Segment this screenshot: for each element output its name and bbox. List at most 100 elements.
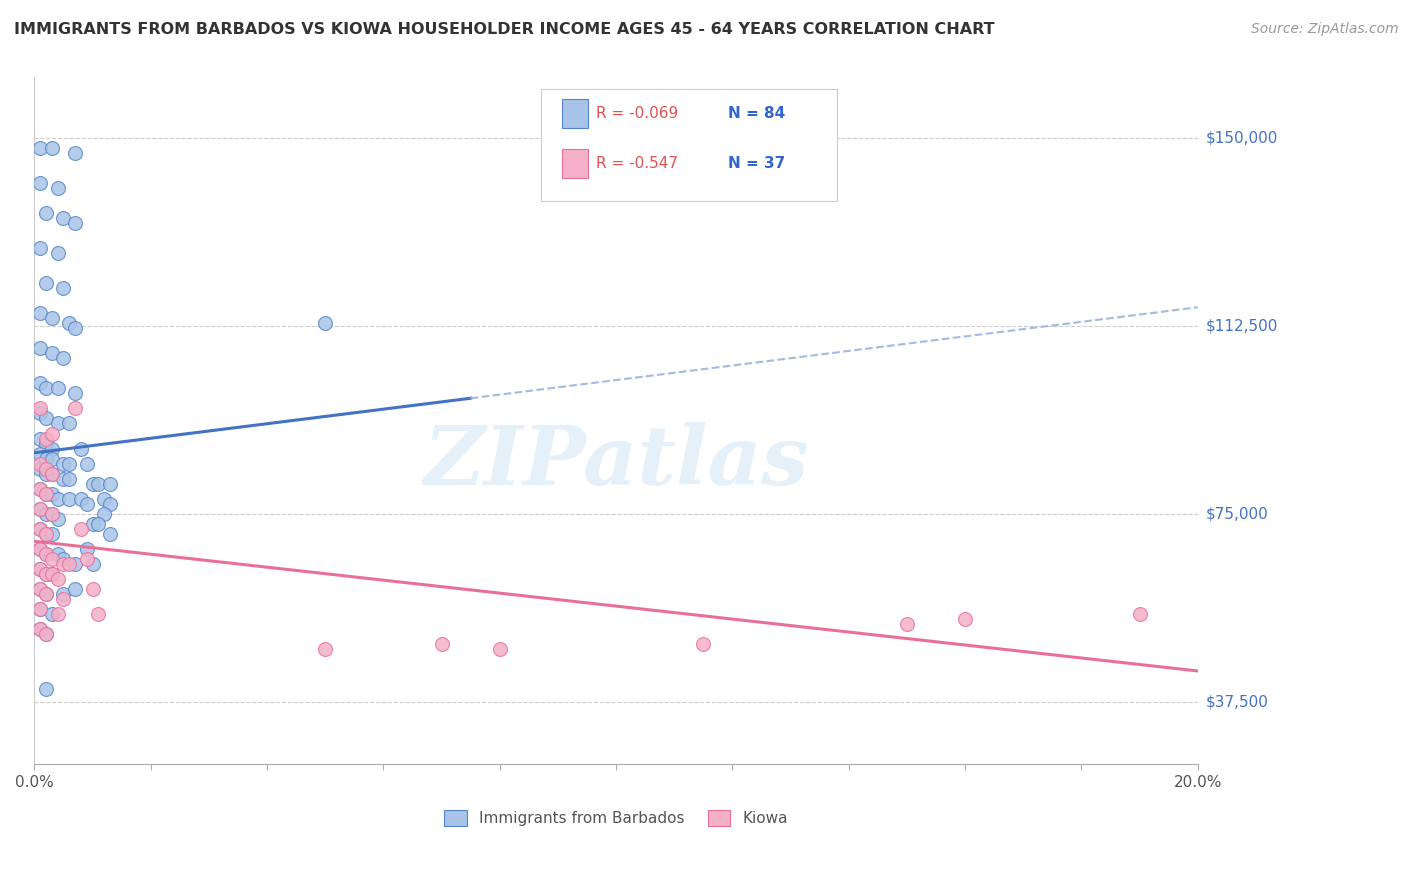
- Point: [41, 486, 63, 500]
- Point: [46, 417, 69, 431]
- Point: [46, 547, 69, 561]
- Point: [430, 637, 453, 651]
- Point: [52, 587, 75, 601]
- Point: [488, 642, 510, 657]
- Point: [63, 145, 86, 160]
- Point: [52, 457, 75, 471]
- Point: [35, 436, 58, 450]
- Point: [35, 526, 58, 541]
- Point: [30, 501, 52, 516]
- Point: [1129, 607, 1152, 621]
- Text: Source: ZipAtlas.com: Source: ZipAtlas.com: [1251, 22, 1399, 37]
- Point: [87, 516, 110, 531]
- Point: [41, 507, 63, 521]
- Point: [41, 467, 63, 481]
- Text: R = -0.547: R = -0.547: [596, 156, 678, 171]
- Point: [692, 637, 714, 651]
- Point: [35, 381, 58, 395]
- Point: [46, 381, 69, 395]
- Point: [35, 682, 58, 697]
- Point: [58, 417, 80, 431]
- Point: [41, 442, 63, 456]
- Point: [98, 497, 121, 511]
- Point: [76, 552, 98, 566]
- Point: [30, 432, 52, 446]
- Point: [30, 602, 52, 616]
- Point: [46, 607, 69, 621]
- Point: [35, 587, 58, 601]
- Point: [63, 582, 86, 596]
- Point: [63, 386, 86, 401]
- Point: [30, 341, 52, 355]
- Point: [87, 476, 110, 491]
- Point: [41, 507, 63, 521]
- Point: [82, 516, 104, 531]
- Point: [41, 311, 63, 326]
- Point: [46, 181, 69, 195]
- Point: [35, 526, 58, 541]
- Point: [52, 592, 75, 607]
- Point: [46, 491, 69, 506]
- Point: [30, 401, 52, 416]
- Point: [63, 557, 86, 571]
- Text: N = 84: N = 84: [728, 106, 786, 120]
- Point: [30, 562, 52, 576]
- Point: [35, 547, 58, 561]
- Point: [63, 216, 86, 230]
- Point: [30, 306, 52, 320]
- Point: [35, 566, 58, 581]
- Point: [30, 457, 52, 471]
- Point: [35, 206, 58, 220]
- Point: [35, 411, 58, 425]
- Point: [63, 321, 86, 335]
- Text: N = 37: N = 37: [728, 156, 786, 171]
- Point: [30, 622, 52, 636]
- Point: [896, 617, 918, 632]
- Point: [58, 557, 80, 571]
- Point: [41, 552, 63, 566]
- Point: [30, 461, 52, 475]
- Point: [52, 351, 75, 366]
- Point: [52, 557, 75, 571]
- Point: [41, 141, 63, 155]
- Point: [30, 541, 52, 556]
- Point: [46, 246, 69, 260]
- Point: [98, 526, 121, 541]
- Point: [35, 507, 58, 521]
- Point: [35, 461, 58, 475]
- Point: [30, 582, 52, 596]
- Point: [41, 526, 63, 541]
- Point: [52, 211, 75, 225]
- Point: [30, 482, 52, 496]
- Point: [35, 627, 58, 641]
- Point: [41, 607, 63, 621]
- Point: [46, 572, 69, 586]
- Point: [52, 552, 75, 566]
- Text: IMMIGRANTS FROM BARBADOS VS KIOWA HOUSEHOLDER INCOME AGES 45 - 64 YEARS CORRELAT: IMMIGRANTS FROM BARBADOS VS KIOWA HOUSEH…: [14, 22, 994, 37]
- Point: [58, 472, 80, 486]
- Point: [35, 467, 58, 481]
- Point: [93, 507, 115, 521]
- Point: [41, 426, 63, 441]
- Text: ZIPatlas: ZIPatlas: [423, 422, 808, 502]
- Point: [30, 376, 52, 391]
- Point: [70, 522, 93, 536]
- Point: [30, 602, 52, 616]
- Text: $37,500: $37,500: [1206, 694, 1270, 709]
- Point: [58, 491, 80, 506]
- Point: [953, 612, 976, 626]
- Point: [87, 607, 110, 621]
- Point: [63, 401, 86, 416]
- Text: R = -0.069: R = -0.069: [596, 106, 678, 120]
- Point: [76, 541, 98, 556]
- Point: [41, 566, 63, 581]
- Point: [30, 241, 52, 255]
- Point: [30, 522, 52, 536]
- Point: [35, 587, 58, 601]
- Point: [35, 451, 58, 466]
- Point: [35, 547, 58, 561]
- Point: [30, 622, 52, 636]
- Point: [58, 457, 80, 471]
- Point: [35, 486, 58, 500]
- Point: [82, 557, 104, 571]
